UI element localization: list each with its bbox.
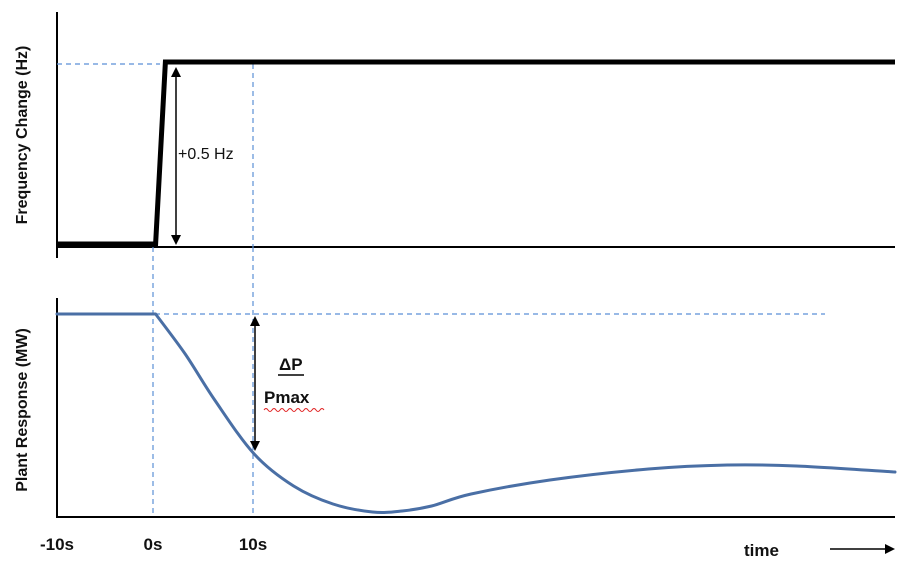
delta-p-label: ΔP — [279, 355, 303, 374]
frequency-panel: Frequency Change (Hz) +0.5 Hz — [14, 12, 895, 258]
frequency-step-series — [57, 59, 895, 247]
x-axis-ticks: -10s 0s 10s time — [40, 535, 895, 560]
frequency-change-label: +0.5 Hz — [178, 146, 234, 163]
x-tick-10s: 10s — [239, 535, 267, 554]
plant-response-series — [55, 312, 897, 514]
frequency-y-axis-label: Frequency Change (Hz) — [14, 46, 31, 225]
x-tick-0s: 0s — [144, 535, 163, 554]
plant-response-panel: Plant Response (MW) ΔP Pmax — [14, 247, 897, 518]
plant-response-y-axis-label: Plant Response (MW) — [14, 328, 31, 492]
pmax-spellcheck-squiggle — [263, 408, 325, 412]
pmax-label: Pmax — [264, 388, 310, 407]
x-tick-minus-10s: -10s — [40, 535, 74, 554]
time-axis-label: time — [744, 541, 779, 560]
